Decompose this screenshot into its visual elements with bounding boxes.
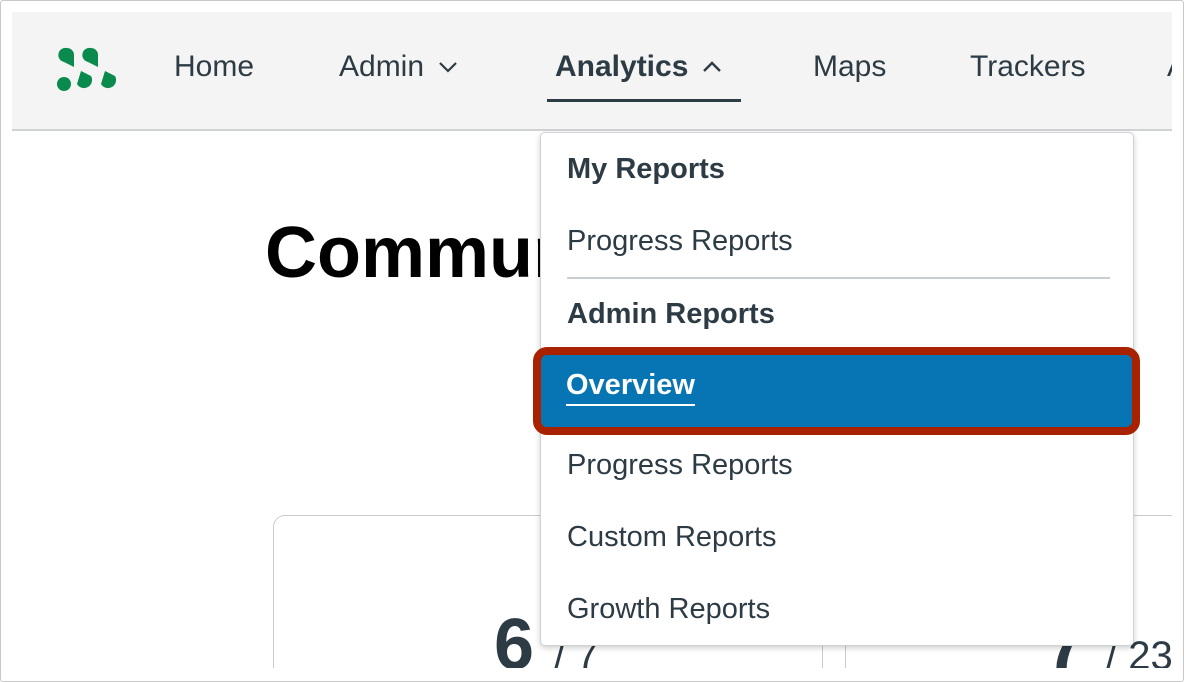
nav-admin[interactable]: Admin (339, 50, 458, 84)
nav-home-label: Home (174, 50, 255, 83)
menu-item-overview[interactable]: Overview (533, 347, 1140, 435)
nav-analytics[interactable]: Analytics (555, 50, 722, 84)
menu-item-custom-reports[interactable]: Custom Reports (567, 521, 777, 553)
nav-maps[interactable]: Maps (813, 50, 886, 84)
nav-trackers-label: Trackers (970, 50, 1086, 83)
menu-header-admin-reports: Admin Reports (567, 298, 775, 330)
menu-item-admin-progress-reports[interactable]: Progress Reports (567, 449, 793, 481)
nav-admin-label: Admin (339, 50, 425, 83)
nav-home[interactable]: Home (174, 50, 254, 84)
nav-trackers[interactable]: Trackers (970, 50, 1086, 84)
page-title: Commun (265, 213, 577, 293)
menu-header-my-reports: My Reports (567, 153, 725, 185)
active-tab-underline (547, 99, 741, 102)
chevron-down-icon (439, 62, 457, 73)
menu-item-overview-label: Overview (566, 369, 695, 406)
menu-item-my-progress-reports[interactable]: Progress Reports (567, 225, 793, 257)
nav-more[interactable]: A (1167, 50, 1172, 84)
nav-more-label: A (1167, 50, 1172, 84)
menu-divider (567, 277, 1110, 279)
top-nav: Home Admin Analytics Maps Trackers A (12, 12, 1172, 131)
stat-number: 6 (494, 605, 535, 668)
nav-analytics-label: Analytics (555, 50, 689, 83)
chevron-up-icon (703, 61, 722, 72)
app-window: Home Admin Analytics Maps Trackers A Com… (12, 12, 1172, 668)
nav-maps-label: Maps (813, 50, 887, 83)
logo-icon (57, 47, 117, 91)
menu-item-growth-reports[interactable]: Growth Reports (567, 593, 771, 625)
